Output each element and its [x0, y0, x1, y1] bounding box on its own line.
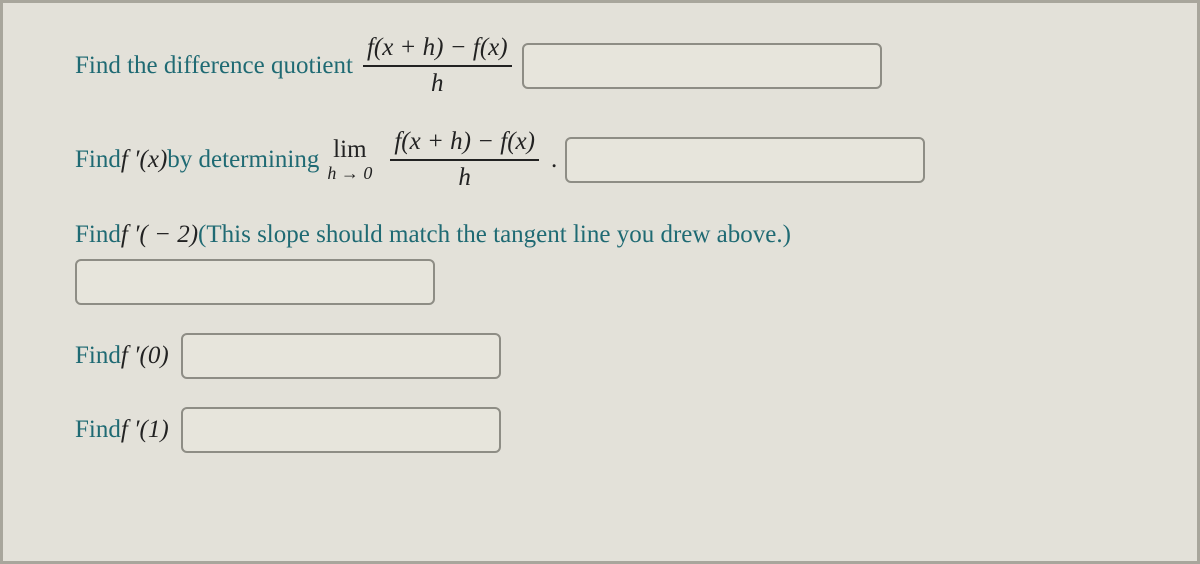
q1-prompt: Find the difference quotient: [75, 52, 353, 80]
q3-prompt-after: (This slope should match the tangent lin…: [198, 221, 791, 249]
q5-prompt-before: Find: [75, 416, 121, 444]
question-1: Find the difference quotient f(x + h) − …: [75, 33, 1137, 99]
difference-quotient-fraction: f(x + h) − f(x) h: [363, 33, 512, 99]
q2-fraction: f(x + h) − f(x) h: [390, 127, 539, 193]
limit-subscript: h → 0: [327, 164, 372, 183]
q2-fraction-bar: [390, 159, 539, 161]
question-panel: Find the difference quotient f(x + h) − …: [0, 0, 1200, 564]
q2-prompt-before: Find: [75, 146, 121, 174]
q4-fprime: f ′(0): [121, 342, 169, 370]
limit-word: lim: [333, 137, 366, 163]
q5-fprime: f ′(1): [121, 416, 169, 444]
q4-prompt-before: Find: [75, 342, 121, 370]
q2-answer-input[interactable]: [565, 137, 925, 183]
q3-prompt-before: Find: [75, 221, 121, 249]
q3-answer-input[interactable]: [75, 259, 435, 305]
q2-fprime: f ′(x): [121, 146, 167, 174]
question-2: Find f ′(x) by determining lim h → 0 f(x…: [75, 127, 1137, 193]
fraction-numerator: f(x + h) − f(x): [363, 33, 512, 63]
q2-fraction-numerator: f(x + h) − f(x): [390, 127, 539, 157]
q2-prompt-mid: by determining: [167, 146, 319, 174]
q2-fraction-denominator: h: [454, 163, 475, 193]
q3-fprime: f ′( − 2): [121, 221, 198, 249]
fraction-denominator: h: [427, 69, 448, 99]
question-3-text: Find f ′( − 2) (This slope should match …: [75, 221, 1137, 249]
q1-answer-input[interactable]: [522, 43, 882, 89]
fraction-bar: [363, 65, 512, 67]
limit-operator: lim h → 0: [327, 137, 372, 182]
question-5: Find f ′(1): [75, 407, 1137, 453]
q4-answer-input[interactable]: [181, 333, 501, 379]
question-4: Find f ′(0): [75, 333, 1137, 379]
q5-answer-input[interactable]: [181, 407, 501, 453]
q2-period: .: [551, 146, 557, 174]
question-3-input-row: [75, 259, 1137, 305]
